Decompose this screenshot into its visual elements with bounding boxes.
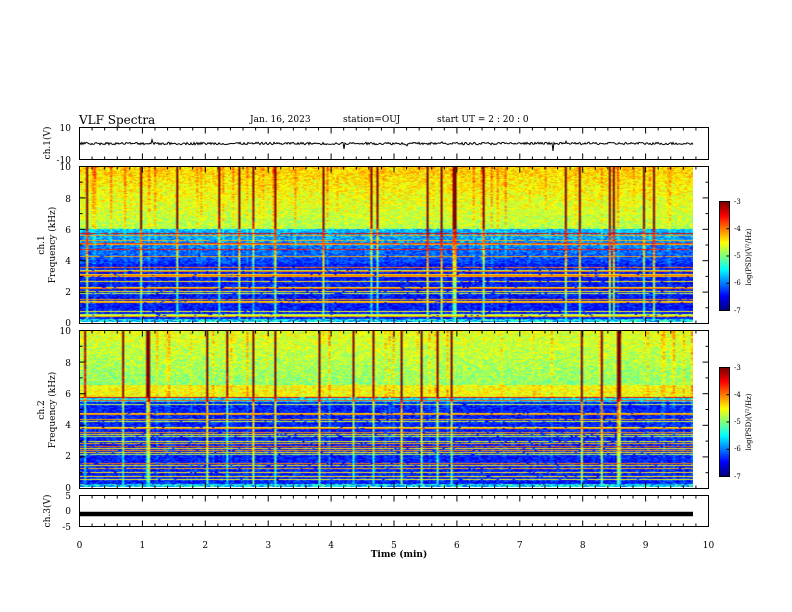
- ch1-spectrogram-ylabel-channel: ch.1: [37, 235, 47, 254]
- ch2-spectrogram-ylabel: Frequency (kHz): [47, 372, 58, 449]
- ch1-spectrogram-image: [80, 167, 693, 322]
- ch2-colorbar-image: [720, 368, 729, 476]
- x-tick-2: 2: [202, 541, 208, 551]
- x-tick-8: 8: [580, 541, 586, 551]
- ch3-ytick-5: 5: [65, 492, 71, 502]
- cbar1-tick-m3: -3: [734, 198, 741, 206]
- cbar1-tick-m4: -4: [734, 225, 741, 233]
- ch1-ytick--10: -10: [57, 156, 72, 166]
- spec1-ytick-6: 6: [65, 226, 71, 236]
- x-tick-7: 7: [517, 541, 523, 551]
- cbar1-tick-m7: -7: [734, 307, 741, 315]
- x-tick-5: 5: [391, 541, 397, 551]
- cbar2-tick-m5: -5: [734, 418, 741, 426]
- date-label: Jan. 16, 2023: [250, 115, 311, 125]
- spec2-ytick-4: 4: [65, 421, 71, 431]
- cbar1-tick-m5: -5: [734, 252, 741, 260]
- ch2-spectrogram-image: [80, 331, 693, 487]
- x-tick-6: 6: [454, 541, 460, 551]
- spec1-ytick-4: 4: [65, 257, 71, 267]
- spec2-ytick-10: 10: [60, 327, 72, 337]
- x-tick-3: 3: [265, 541, 271, 551]
- station-label: station=OUJ: [343, 115, 401, 125]
- cbar2-tick-m4: -4: [734, 391, 741, 399]
- ch3-ytick--5: -5: [62, 523, 71, 533]
- ch1-ytick-10: 10: [60, 124, 72, 134]
- ch1-waveform-ylabel: ch.1(V): [42, 127, 53, 160]
- ch1-spectrogram-ylabel: Frequency (kHz): [47, 207, 58, 284]
- spec2-ytick-2: 2: [65, 452, 71, 462]
- ch3-ytick-0: 0: [65, 507, 71, 517]
- axis-ticks: [79, 127, 730, 527]
- spec2-ytick-8: 8: [65, 359, 71, 369]
- chart-title: VLF Spectra: [79, 113, 156, 127]
- x-tick-10: 10: [703, 541, 715, 551]
- spec1-ytick-0: 0: [65, 319, 71, 329]
- spec1-ytick-8: 8: [65, 195, 71, 205]
- ch2-spectrogram-ylabel-channel: ch.2: [37, 400, 47, 419]
- cbar2-tick-m7: -7: [734, 473, 741, 481]
- x-tick-0: 0: [77, 541, 83, 551]
- ch1-colorbar-image: [720, 202, 729, 310]
- start-time-label: start UT = 2 : 20 : 0: [437, 115, 529, 125]
- cbar2-tick-m6: -6: [734, 445, 741, 453]
- cbar2-tick-m3: -3: [734, 364, 741, 372]
- ch3-waveform-ylabel: ch.3(V): [42, 495, 53, 528]
- x-axis-label: Time (min): [371, 549, 428, 560]
- x-tick-4: 4: [328, 541, 334, 551]
- spec2-ytick-6: 6: [65, 390, 71, 400]
- x-tick-9: 9: [643, 541, 649, 551]
- cbar1-title: log(PSD)(V²/Hz): [745, 228, 753, 285]
- spec1-ytick-2: 2: [65, 288, 71, 298]
- spec2-ytick-0: 0: [65, 484, 71, 494]
- ch1-waveform-trace: [79, 137, 694, 151]
- cbar2-title: log(PSD)(V²/Hz): [745, 393, 753, 450]
- spec1-ytick-10: 10: [60, 163, 72, 173]
- cbar1-tick-m6: -6: [734, 279, 741, 287]
- x-tick-labels: 0 1 2 3 4 5 6 7 8 9 10: [77, 541, 715, 551]
- x-tick-1: 1: [140, 541, 146, 551]
